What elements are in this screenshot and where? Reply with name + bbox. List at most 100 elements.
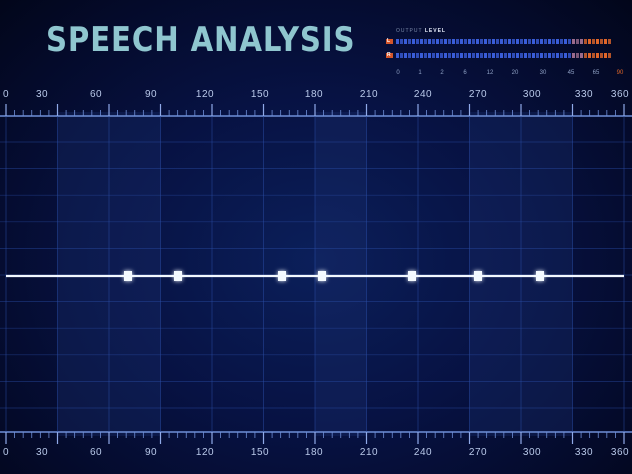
level-meter-segment [496,39,499,44]
level-meter-segment [460,53,463,58]
level-meter-segment [412,39,415,44]
axis-tick-label: 180 [304,89,324,100]
level-meter-segment [440,39,443,44]
time-axis-top: 0 30 60 90 120 150 180 210 240 270 300 3… [0,86,632,106]
level-meter-segment [576,53,579,58]
axis-tick-label: 120 [195,89,215,100]
level-meter-segment [524,39,527,44]
level-meter-segment [560,53,563,58]
level-meter-segment [480,39,483,44]
level-meter-segment [468,39,471,44]
level-meter-segment [584,53,587,58]
level-meter-segment [464,53,467,58]
level-meter-segment [608,53,611,58]
level-meter-segment [544,39,547,44]
level-meter-segment [468,53,471,58]
level-meter-segment [480,53,483,58]
level-meter-segment [516,39,519,44]
meter-scale-label: 30 [539,70,547,76]
level-meter-segment [460,39,463,44]
level-meter-segment [572,53,575,58]
level-meter-segment [476,39,479,44]
axis-tick-label: 330 [574,447,594,458]
level-meter-segment [580,39,583,44]
level-meter-segment [400,53,403,58]
level-meter-segment [412,53,415,58]
axis-tick-label: 270 [468,89,488,100]
level-meter-segment [580,53,583,58]
axis-tick-label: 150 [250,89,270,100]
time-axis-bottom: 0 30 60 90 120 150 180 210 240 270 300 3… [0,444,632,464]
level-meter-segment [488,39,491,44]
meter-scale-label: 2 [440,70,444,76]
meter-scale-label: 6 [463,70,467,76]
level-meter-segment [396,53,399,58]
meter-scale-label: 0 [396,70,400,76]
level-meter-segment [532,53,535,58]
level-meter-segment [512,53,515,58]
axis-tick-label: 30 [35,89,49,100]
channel-left-indicator [386,39,393,44]
axis-tick-label: 360 [610,89,630,100]
level-meter-segment [528,53,531,58]
level-meter-segment [544,53,547,58]
level-meter-segment [556,39,559,44]
output-level-caption: OUTPUT LEVEL [396,28,446,34]
axis-tick-label: 210 [359,447,379,458]
level-meter-segment [452,53,455,58]
channel-left-label: L [387,38,391,44]
level-meter-segment [436,53,439,58]
level-meter-segment [560,39,563,44]
level-meter-segment [484,39,487,44]
level-meter-segment [592,39,595,44]
level-meter-segment [532,39,535,44]
level-meter-segment [572,39,575,44]
level-meter-segment [520,39,523,44]
axis-tick-label: 150 [250,447,270,458]
level-meter-segment [448,53,451,58]
level-meter-segment [464,39,467,44]
output-level-caption-prefix: OUTPUT [396,28,423,34]
level-meter-segment [396,39,399,44]
axis-tick-label: 240 [413,447,433,458]
level-meter-segment [420,53,423,58]
level-meter-segment [500,39,503,44]
axis-tick-label: 300 [522,447,542,458]
level-meter-segment [488,53,491,58]
page-title: SPEECH ANALYSIS [46,20,356,60]
axis-tick-label: 90 [144,447,158,458]
axis-tick-label: 60 [89,447,103,458]
level-meter-segment [408,39,411,44]
level-meter-segment [476,53,479,58]
level-meter-segment [536,53,539,58]
meter-scale-label: 65 [592,70,600,76]
axis-tick-label: 180 [304,447,324,458]
level-meter-segment [556,53,559,58]
level-meter-segment [472,39,475,44]
level-meter-segment [492,53,495,58]
level-meter-segment [540,53,543,58]
level-meter-segment [604,53,607,58]
level-meter-segment [432,53,435,58]
level-meter-segment [548,53,551,58]
level-meter-segment [428,53,431,58]
level-meter-segment [564,39,567,44]
level-meter-segment [424,39,427,44]
level-meter-segment [408,53,411,58]
level-meter-segment [404,53,407,58]
level-meter-segment [516,53,519,58]
level-meter-segment [584,39,587,44]
level-meter-segment [568,39,571,44]
level-meter-segment [564,53,567,58]
meter-scale-label: 45 [567,70,575,76]
level-meter-segment [552,53,555,58]
level-meter-segment [588,39,591,44]
level-meter-segment [500,53,503,58]
level-meter-segment [456,39,459,44]
level-meter-segment [536,39,539,44]
level-meter-segment [568,53,571,58]
level-meter-segment [592,53,595,58]
axis-tick-label: 0 [2,447,10,458]
level-meter-segment [452,39,455,44]
